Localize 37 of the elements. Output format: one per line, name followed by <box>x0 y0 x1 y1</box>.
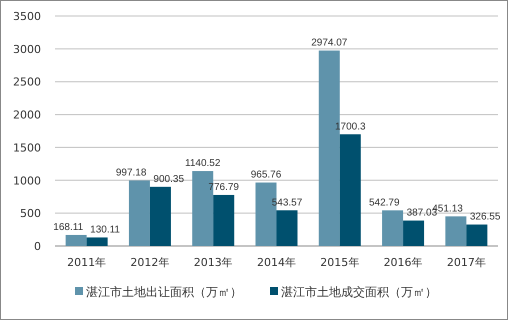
bar <box>150 186 171 246</box>
bar <box>445 216 466 246</box>
data-label: 2974.07 <box>311 38 348 49</box>
y-tick-label: 3500 <box>13 10 41 23</box>
legend-label: 湛江市土地出让面积（万㎡） <box>86 285 242 299</box>
legend-label: 湛江市土地成交面积（万㎡） <box>281 285 437 299</box>
data-label: 900.35 <box>153 174 184 185</box>
data-label: 326.55 <box>470 212 501 223</box>
x-tick-label: 2017年 <box>446 256 486 269</box>
y-tick-label: 1000 <box>13 174 41 188</box>
data-label: 542.79 <box>368 197 400 208</box>
data-label: 1140.52 <box>185 158 221 170</box>
bar <box>128 180 150 246</box>
data-label: 965.76 <box>250 170 282 181</box>
x-tick-label: 2013年 <box>194 256 233 269</box>
y-tick-label: 500 <box>20 207 41 220</box>
bar <box>86 237 108 246</box>
y-tick-label: 1500 <box>13 141 41 154</box>
y-tick-label: 3000 <box>13 42 41 56</box>
bar <box>340 134 361 246</box>
x-tick-label: 2014年 <box>257 256 296 269</box>
x-tick-label: 2016年 <box>384 256 423 269</box>
y-tick-label: 0 <box>34 240 41 253</box>
bar <box>66 234 87 246</box>
y-tick-label: 2000 <box>13 108 41 122</box>
data-label: 168.11 <box>53 222 84 233</box>
data-label: 130.11 <box>90 224 120 236</box>
y-tick-label: 2500 <box>13 76 41 89</box>
x-tick-label: 2011年 <box>67 256 106 269</box>
bar <box>403 220 424 246</box>
bar <box>276 210 298 246</box>
bar <box>213 194 234 246</box>
x-tick-label: 2012年 <box>130 256 170 269</box>
x-tick-label: 2015年 <box>320 256 360 269</box>
bar <box>382 210 404 246</box>
bar <box>466 224 488 246</box>
data-label: 997.18 <box>116 167 147 178</box>
